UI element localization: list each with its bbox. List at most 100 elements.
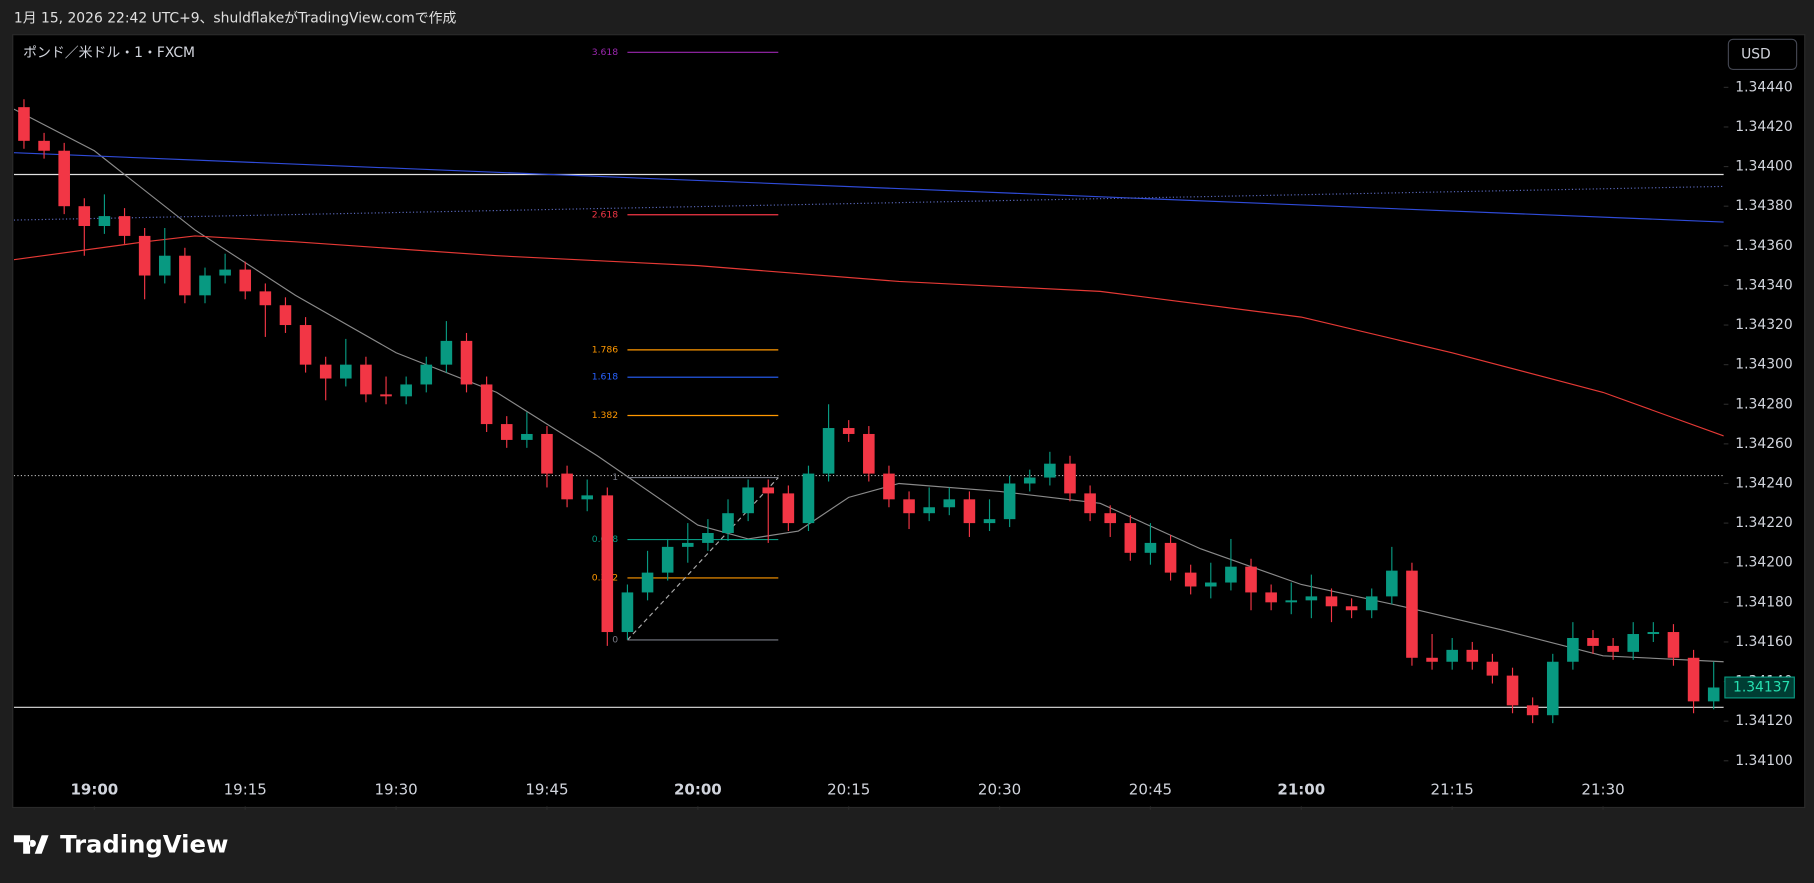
- candle-body: [1205, 582, 1217, 587]
- candle-body: [903, 499, 915, 514]
- candle-body: [983, 519, 996, 524]
- candle-body: [601, 495, 614, 633]
- candle-body: [661, 546, 674, 573]
- candle-body: [722, 513, 734, 534]
- candle-body: [400, 384, 412, 397]
- y-tick-label: 1.34180: [1735, 594, 1792, 610]
- candle-body: [219, 269, 231, 276]
- fib-label: 1.382: [592, 410, 618, 421]
- candle-body: [78, 206, 91, 227]
- candle-body: [1144, 542, 1157, 553]
- candle-body: [762, 487, 775, 494]
- candle-body: [1084, 493, 1096, 514]
- y-tick-label: 1.34100: [1735, 753, 1792, 769]
- candle-body: [1466, 649, 1479, 662]
- candle-body: [1386, 570, 1398, 597]
- candle-body: [1104, 513, 1116, 524]
- candle-body: [18, 107, 30, 141]
- candle-body: [842, 428, 855, 434]
- candle-body: [1245, 566, 1257, 593]
- candle-body: [1345, 606, 1358, 611]
- logo: TradingView: [13, 830, 228, 859]
- y-tick-label: 1.34420: [1735, 119, 1792, 135]
- fib-label: 1: [612, 472, 618, 483]
- candle-body: [440, 340, 453, 365]
- fib-label: 0: [612, 634, 618, 645]
- brand: TradingView: [60, 830, 228, 859]
- chart-pane: [12, 34, 1806, 809]
- candle-body: [158, 255, 171, 276]
- x-tick-label: 21:15: [1431, 781, 1474, 799]
- candle-body: [561, 473, 573, 500]
- last-price-label: 1.34137: [1733, 679, 1790, 695]
- candle-body: [782, 493, 795, 524]
- candle-body: [480, 384, 493, 425]
- x-tick-label: 20:15: [827, 781, 870, 799]
- x-tick-label: 21:30: [1581, 781, 1624, 799]
- currency-button[interactable]: [1727, 38, 1798, 70]
- candle-body: [1607, 645, 1619, 652]
- moving-average: [13, 108, 1724, 663]
- candle-body: [581, 495, 593, 500]
- candle-body: [1265, 592, 1277, 603]
- y-tick-label: 1.34200: [1735, 555, 1792, 571]
- candle-body: [1647, 632, 1660, 635]
- fib-label: 1.786: [592, 344, 619, 355]
- candle-body: [98, 216, 111, 227]
- y-tick-label: 1.34280: [1735, 396, 1792, 412]
- candle-body: [802, 473, 815, 524]
- candle-body: [380, 394, 392, 397]
- candle-body: [420, 364, 433, 385]
- candle-body: [1184, 572, 1197, 587]
- y-tick-label: 1.34240: [1735, 475, 1792, 491]
- candle-body: [500, 424, 513, 440]
- candle-body: [1124, 523, 1137, 553]
- candle-body: [1164, 542, 1177, 573]
- candle-body: [1667, 632, 1680, 658]
- candle-body: [863, 433, 875, 474]
- caption: 1月 15, 2026 22:42 UTC+9、shuldflakeがTradi…: [14, 11, 457, 27]
- candle-body: [1365, 596, 1378, 611]
- candle-body: [179, 255, 191, 296]
- candle-body: [521, 433, 533, 440]
- candle-body: [1044, 463, 1056, 478]
- candle-body: [118, 216, 131, 236]
- candle-body: [943, 499, 956, 508]
- candle-body: [1567, 637, 1579, 662]
- logo-icon: [13, 835, 49, 854]
- last-price-tag: [1724, 676, 1795, 699]
- x-tick-label: 20:30: [978, 781, 1021, 799]
- y-tick-label: 1.34220: [1735, 515, 1792, 531]
- candle-body: [340, 364, 352, 379]
- candle-body: [641, 572, 654, 593]
- candle-body: [541, 433, 553, 474]
- y-tick-label: 1.34260: [1735, 436, 1792, 452]
- y-tick-label: 1.34300: [1735, 357, 1792, 373]
- fib-label: 2.618: [592, 209, 619, 220]
- candle-body: [621, 592, 634, 633]
- candle-body: [1225, 566, 1237, 583]
- y-tick-label: 1.34380: [1735, 198, 1792, 214]
- candle-body: [319, 364, 332, 379]
- x-tick-label: 20:00: [674, 781, 722, 799]
- candle-body: [923, 507, 935, 514]
- candle-body: [681, 542, 694, 547]
- candle-body: [1707, 687, 1720, 702]
- candle-body: [742, 487, 754, 514]
- candle-body: [1486, 661, 1499, 676]
- candle-body: [1064, 463, 1076, 494]
- y-tick-label: 1.34440: [1735, 79, 1792, 95]
- candle-body: [1325, 596, 1338, 607]
- candle-body: [963, 499, 976, 524]
- y-tick-label: 1.34120: [1735, 713, 1792, 729]
- candle-body: [1406, 570, 1418, 658]
- currency-label: USD: [1741, 46, 1771, 62]
- fib-label: 3.618: [592, 47, 619, 58]
- candle-body: [883, 473, 895, 500]
- candle-body: [822, 428, 835, 474]
- fib-label: 1.618: [592, 372, 619, 383]
- candle-body: [360, 364, 372, 395]
- candle-body: [702, 533, 714, 543]
